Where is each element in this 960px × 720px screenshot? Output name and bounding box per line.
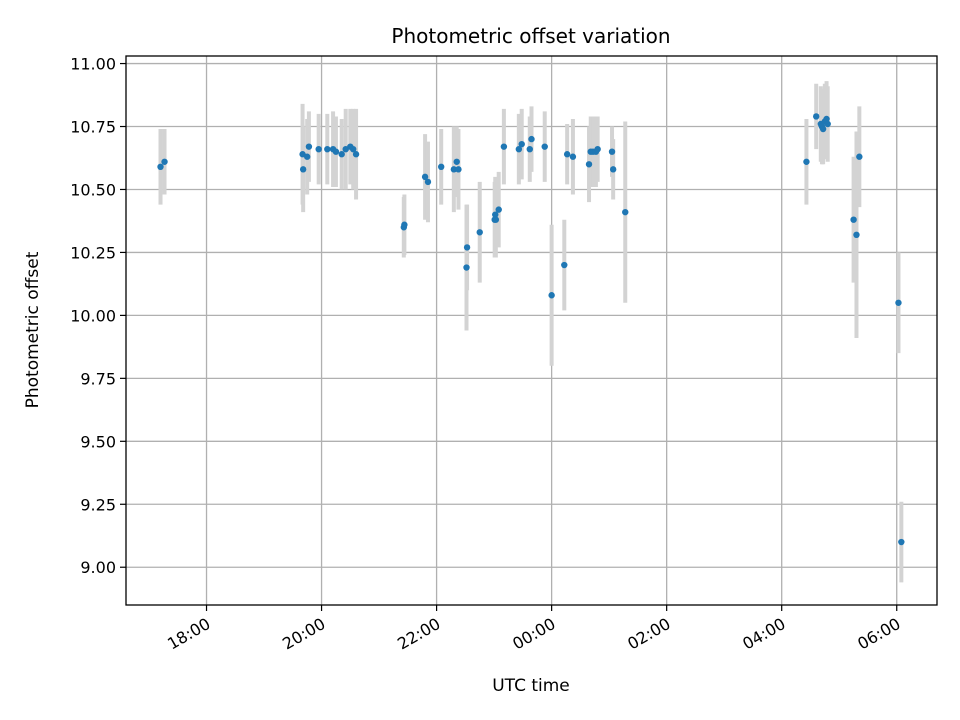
data-point [299,166,307,173]
data-point [898,538,905,546]
y-tick-label: 9.75 [80,369,116,388]
y-tick-label: 10.50 [70,180,116,199]
data-point [305,143,313,150]
data-point [563,151,571,158]
data-point [561,261,568,269]
data-point [349,145,357,153]
y-axis-ticks: 9.00 9.25 9.50 9.75 10.00 10.25 10.50 10.75 11.0… [70,55,126,577]
data-point [157,163,164,171]
data-point [569,153,577,160]
data-point [622,208,629,216]
data-point [853,231,860,239]
chart-title: Photometric offset variation [391,24,670,48]
data-point [856,153,863,160]
data-point [803,158,810,165]
data-point [594,145,601,153]
data-point [850,216,857,223]
y-tick-label: 11.00 [70,55,116,74]
data-point [515,145,523,153]
data-point [495,206,502,213]
data-point [823,115,830,123]
data-point [424,178,432,186]
data-point [455,166,462,173]
data-point [541,143,548,150]
data-point [609,166,617,173]
data-point [824,120,831,128]
data-point [401,221,408,228]
data-point [338,151,345,158]
data-point [895,299,902,306]
data-point [332,148,340,155]
x-axis-title: UTC time [492,676,570,696]
y-tick-label: 9.00 [80,558,116,577]
data-point [526,145,533,153]
data-point [476,229,483,236]
y-tick-label: 10.75 [70,118,116,137]
data-point [437,163,445,171]
data-point [463,244,471,251]
data-point [492,211,499,218]
data-point [324,145,331,153]
y-tick-label: 10.00 [70,306,116,325]
data-point [352,151,360,158]
y-tick-label: 9.50 [80,432,116,451]
data-point [813,113,820,120]
data-point [528,135,535,143]
data-point [315,145,322,153]
data-points [157,113,905,546]
data-point [453,158,460,165]
data-point [421,173,429,181]
y-tick-label: 10.25 [70,243,116,262]
data-point [450,166,458,173]
data-point [161,158,168,165]
plot-area-frame [125,55,938,606]
y-tick-label: 9.25 [80,495,116,514]
data-point [819,125,827,133]
data-point [518,140,525,148]
data-point [463,264,470,271]
data-point [548,292,555,299]
data-point [608,148,616,155]
data-point [492,216,500,223]
data-point [303,153,311,160]
data-point [500,143,508,150]
data-point [585,161,593,168]
y-axis-title: Photometric offset [23,251,43,408]
